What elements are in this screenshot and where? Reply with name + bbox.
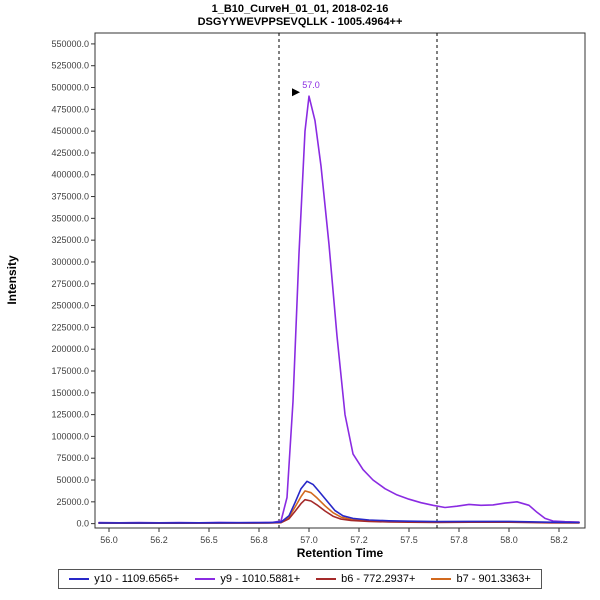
plot-border [94, 32, 586, 529]
legend-item-b7: b7 - 901.3363+ [431, 573, 531, 585]
y-tick-label: 75000.0 [56, 453, 89, 463]
x-tick-label: 57.8 [450, 535, 468, 545]
y-tick-label: 175000.0 [51, 366, 89, 376]
y-axis-title: Intensity [5, 255, 19, 305]
y-tick-label: 525000.0 [51, 61, 89, 71]
x-tick-label: 56.5 [200, 535, 218, 545]
peak-pointer-icon [292, 88, 300, 97]
y-tick-label: 200000.0 [51, 344, 89, 354]
y-tick-label: 475000.0 [51, 104, 89, 114]
x-tick-label: 57.2 [350, 535, 368, 545]
y-tick-label: 225000.0 [51, 322, 89, 332]
y-tick-label: 275000.0 [51, 279, 89, 289]
y-tick-label: 100000.0 [51, 431, 89, 441]
legend-box: y10 - 1109.6565+ y9 - 1010.5881+ b6 - 77… [58, 569, 542, 589]
chart-title-block: 1_B10_CurveH_01_01, 2018-02-16 DSGYYWEVP… [0, 3, 600, 29]
y-tick-label: 500000.0 [51, 83, 89, 93]
legend-label-b7: b7 - 901.3363+ [456, 573, 531, 585]
legend-label-b6: b6 - 772.2937+ [341, 573, 416, 585]
x-tick-label: 58.0 [500, 535, 518, 545]
y-tick-label: 550000.0 [51, 39, 89, 49]
x-tick-label: 57.5 [400, 535, 418, 545]
y-tick-label: 50000.0 [56, 475, 89, 485]
y-tick-label: 0.0 [76, 519, 89, 529]
y-tick-label: 25000.0 [56, 497, 89, 507]
y-tick-label: 300000.0 [51, 257, 89, 267]
chart-title: 1_B10_CurveH_01_01, 2018-02-16 [211, 3, 389, 15]
legend-swatch-y9 [195, 578, 216, 580]
y-tick-label: 375000.0 [51, 192, 89, 202]
legend-swatch-y10 [69, 578, 90, 580]
legend: y10 - 1109.6565+ y9 - 1010.5881+ b6 - 77… [0, 569, 600, 589]
legend-label-y9: y9 - 1010.5881+ [220, 573, 301, 585]
peak-annotation-label: 57.0 [302, 80, 320, 90]
x-tick-label: 56.8 [250, 535, 268, 545]
series-line-y10 [98, 480, 580, 524]
legend-item-b6: b6 - 772.2937+ [316, 573, 415, 585]
y-tick-label: 400000.0 [51, 170, 89, 180]
legend-item-y9: y9 - 1010.5881+ [195, 573, 300, 585]
y-tick-label: 125000.0 [51, 410, 89, 420]
x-tick-label: 57.0 [300, 535, 318, 545]
y-tick-label: 450000.0 [51, 126, 89, 136]
y-tick-label: 325000.0 [51, 235, 89, 245]
y-tick-label: 425000.0 [51, 148, 89, 158]
series-line-y9 [98, 95, 580, 524]
y-tick-label: 350000.0 [51, 213, 89, 223]
legend-swatch-b7 [431, 578, 452, 580]
x-axis-title: Retention Time [297, 546, 384, 560]
legend-item-y10: y10 - 1109.6565+ [69, 573, 179, 585]
legend-label-y10: y10 - 1109.6565+ [94, 573, 180, 585]
y-tick-label: 150000.0 [51, 388, 89, 398]
x-tick-label: 56.0 [100, 535, 118, 545]
x-tick-label: 56.2 [150, 535, 168, 545]
legend-swatch-b6 [316, 578, 337, 580]
y-tick-label: 250000.0 [51, 301, 89, 311]
chart-subtitle: DSGYYWEVPPSEVQLLK - 1005.4964++ [197, 16, 403, 28]
x-tick-label: 58.2 [550, 535, 568, 545]
